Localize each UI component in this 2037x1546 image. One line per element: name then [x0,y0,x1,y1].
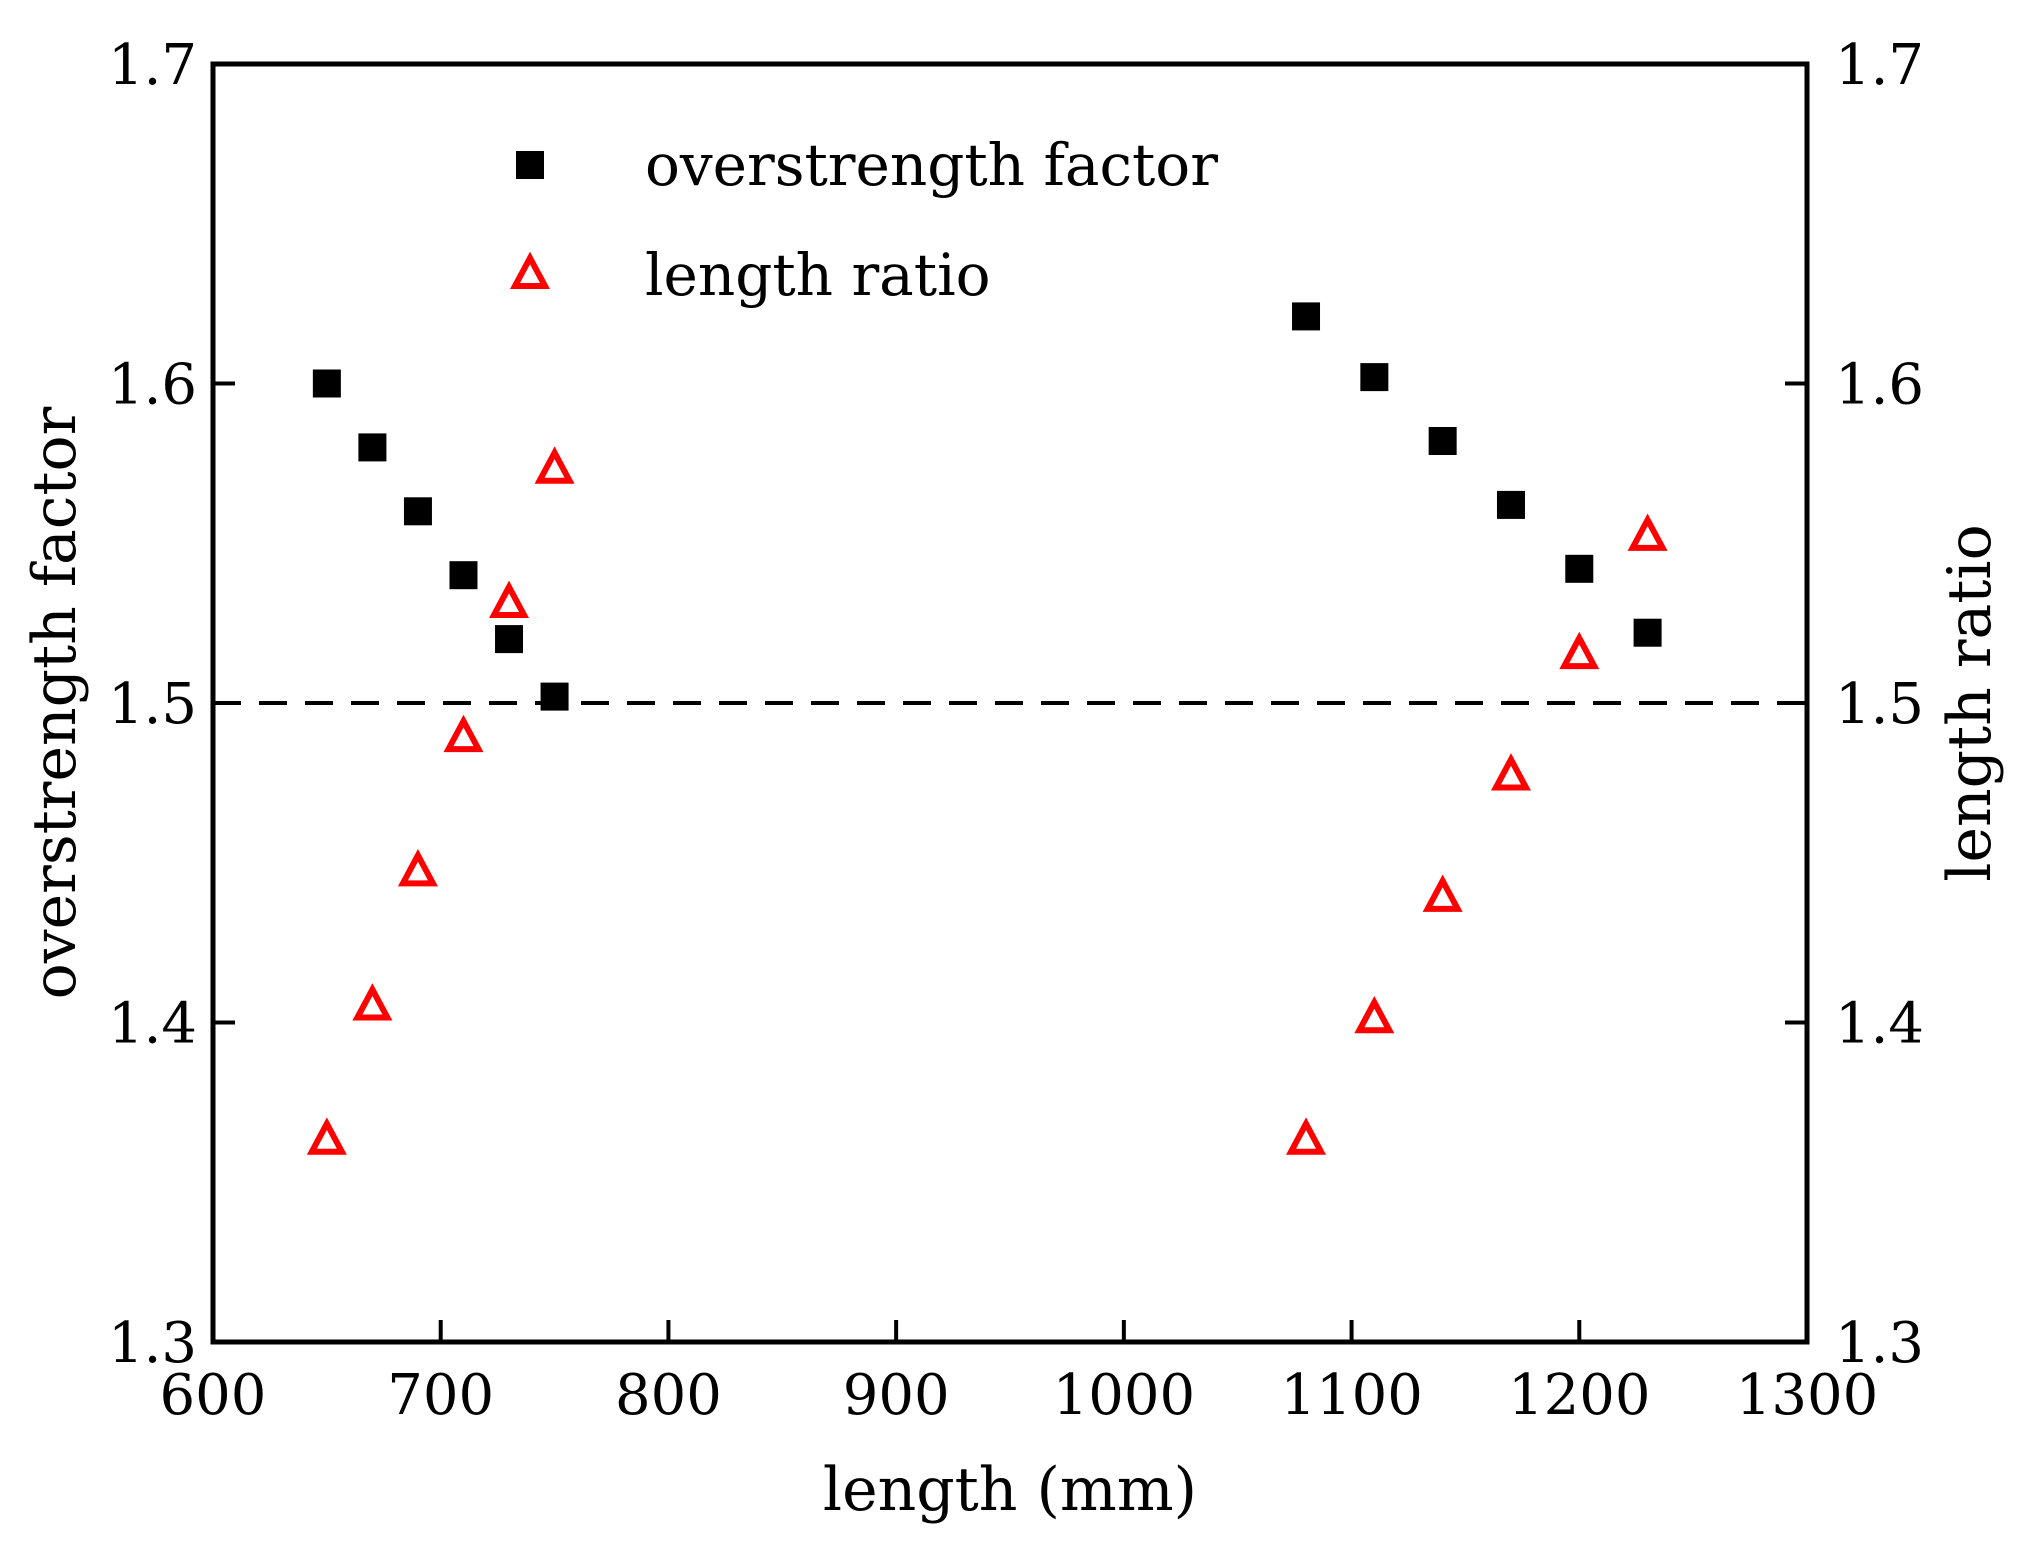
data-point-triangle-0 [306,1117,347,1155]
data-point-triangle-1 [352,983,393,1021]
legend-marker-triangle [509,251,551,289]
data-point-square-0 [312,369,341,398]
y-tick-label-2: 1.5 [108,672,197,737]
data-point-square-9 [1496,490,1525,519]
data-point-square-6 [1292,302,1321,331]
x-tick-label-7: 1300 [1736,1363,1879,1428]
y2-axis-title: length ratio [1935,524,2005,881]
data-point-square-3 [449,561,478,590]
x-tick-label-0: 600 [160,1363,267,1428]
data-point-triangle-2 [397,848,438,887]
plot-marks [213,302,1807,1155]
data-point-triangle-6 [1286,1117,1327,1155]
data-point-square-7 [1360,363,1389,392]
y-tick-label-4: 1.7 [108,33,197,98]
data-point-square-4 [495,625,524,654]
x-tick-label-1: 700 [387,1363,494,1428]
data-point-square-10 [1565,554,1594,583]
data-point-triangle-5 [534,446,575,484]
data-point-triangle-10 [1559,631,1600,670]
x-tick-label-6: 1200 [1508,1363,1651,1428]
axes: 600 700 800 900 1000 1100 1200 13001.31.41.51.6… [108,33,1924,1428]
legend-marker-square [516,151,544,179]
y2-tick-label-2: 1.5 [1835,672,1924,737]
data-point-triangle-4 [489,580,530,618]
series-1 [306,446,1668,1155]
data-point-triangle-11 [1627,513,1668,551]
data-point-triangle-3 [443,714,484,753]
y-axis-title: overstrength factor [20,406,90,999]
data-point-square-5 [540,682,569,711]
x-tick-label-4: 1000 [1053,1363,1196,1428]
data-point-square-1 [358,433,387,462]
x-tick-label-3: 900 [843,1363,950,1428]
data-point-square-2 [403,497,432,526]
y2-tick-label-0: 1.3 [1835,1311,1924,1376]
x-axis-title: length (mm) [823,1455,1197,1525]
y-tick-label-3: 1.6 [108,353,197,418]
series-0 [312,302,1662,711]
y-tick-label-0: 1.3 [108,1311,197,1376]
legend: overstrength factor length ratio [509,131,1218,309]
data-point-square-11 [1633,618,1662,647]
data-point-square-8 [1428,427,1457,456]
data-point-triangle-8 [1422,874,1463,912]
legend-label-0: overstrength factor [645,131,1218,199]
y2-tick-label-3: 1.6 [1835,353,1924,418]
y2-tick-label-1: 1.4 [1835,992,1924,1057]
y2-tick-label-4: 1.7 [1835,33,1924,98]
legend-label-1: length ratio [645,241,991,309]
x-tick-label-5: 1100 [1280,1363,1423,1428]
data-point-triangle-9 [1490,753,1531,791]
y-tick-label-1: 1.4 [108,992,197,1057]
x-tick-label-2: 800 [615,1363,722,1428]
data-point-triangle-7 [1354,995,1395,1034]
